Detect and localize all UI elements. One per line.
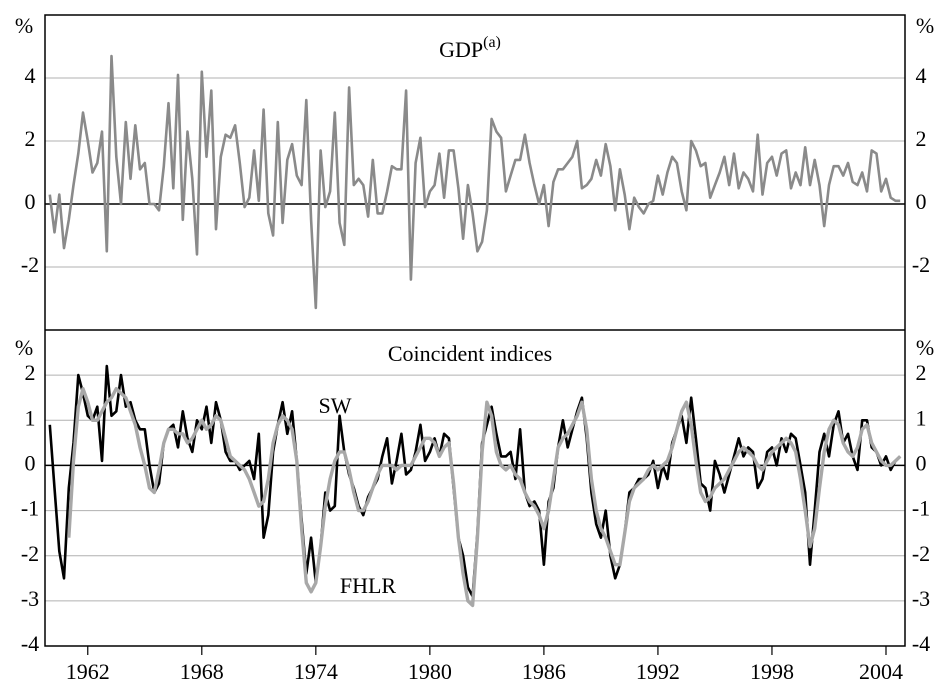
y-tick-label: -2	[912, 541, 930, 566]
y-tick-label: -2	[912, 252, 930, 277]
y-tick-label: -2	[21, 252, 39, 277]
x-tick-label: 1992	[636, 659, 680, 684]
y-tick-label: 2	[25, 126, 36, 151]
y-axis-label: %	[15, 13, 33, 38]
title-superscript: (a)	[483, 34, 501, 51]
x-tick-label: 1974	[294, 659, 338, 684]
y-tick-label: 0	[25, 450, 36, 475]
y-tick-label: -3	[21, 586, 39, 611]
x-tick-label: 1962	[66, 659, 110, 684]
x-tick-label: 1998	[750, 659, 794, 684]
y-tick-label: -3	[912, 586, 930, 611]
y-tick-label: 2	[916, 360, 927, 385]
title-main: GDP	[439, 37, 483, 62]
y-tick-label: 0	[916, 450, 927, 475]
series-line	[67, 387, 902, 608]
series-label: SW	[319, 393, 352, 418]
y-axis-label: %	[15, 335, 33, 360]
x-tick-label: 1980	[408, 659, 452, 684]
y-tick-label: -2	[21, 541, 39, 566]
y-tick-label: -4	[912, 631, 930, 656]
y-tick-label: 0	[25, 189, 36, 214]
y-tick-label: -1	[912, 496, 930, 521]
x-tick-label: 1986	[522, 659, 566, 684]
y-axis-label: %	[916, 13, 934, 38]
y-tick-label: 2	[916, 126, 927, 151]
panel-title: GDP(a)	[439, 34, 501, 62]
y-tick-label: -4	[21, 631, 39, 656]
y-tick-label: 0	[916, 189, 927, 214]
y-tick-label: 4	[916, 63, 927, 88]
x-tick-label: 1968	[180, 659, 224, 684]
y-tick-label: 1	[916, 405, 927, 430]
y-tick-label: -1	[21, 496, 39, 521]
series-label: FHLR	[340, 573, 397, 598]
panel-title: Coincident indices	[388, 341, 552, 366]
y-tick-label: 1	[25, 405, 36, 430]
y-tick-label: 4	[25, 63, 36, 88]
series-line	[48, 54, 901, 310]
y-axis-label: %	[916, 335, 934, 360]
y-tick-label: 2	[25, 360, 36, 385]
x-tick-label: 2004	[859, 659, 903, 684]
